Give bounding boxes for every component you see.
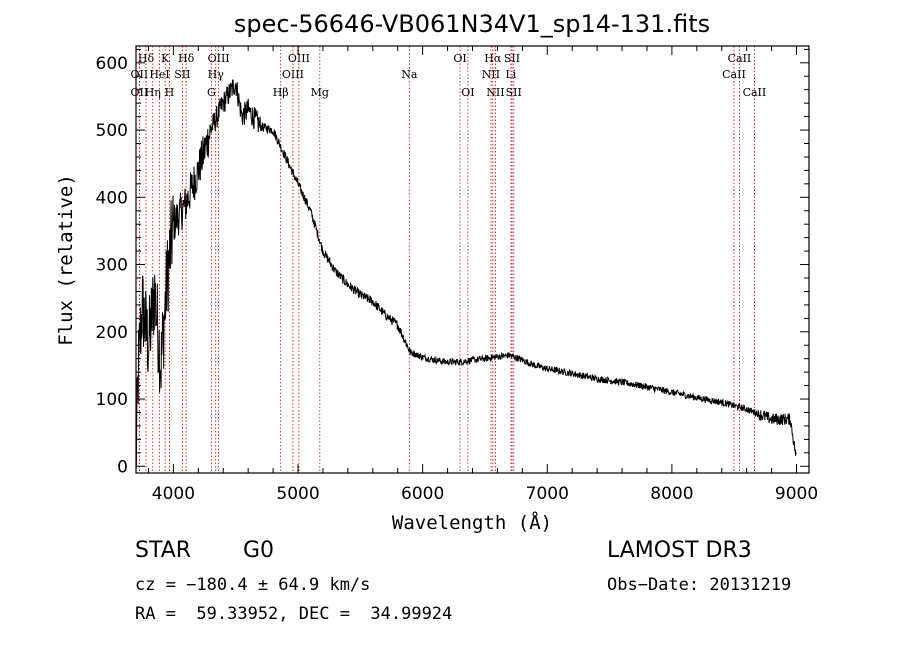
spectral-line-label: HeI (149, 68, 169, 81)
y-axis-label: Flux (relative) (55, 174, 77, 346)
y-tick-label: 100 (96, 390, 128, 410)
y-tick-label: 600 (96, 54, 128, 74)
redshift-velocity: cz = −180.4 ± 64.9 km/s (135, 575, 371, 595)
object-subclass: G0 (243, 538, 275, 563)
x-tick-label: 5000 (276, 484, 319, 504)
spectral-line-label: Hη (145, 86, 161, 99)
spectral-line-label: CaII (728, 52, 752, 65)
spectral-line-label: SII (506, 86, 522, 99)
y-tick-label: 200 (96, 323, 128, 343)
y-tick-label: 0 (117, 457, 128, 477)
spectral-line-label: Hγ (208, 68, 225, 81)
spectral-line-label: Hβ (273, 86, 289, 99)
axis-ticks-layer: 4000 5000 6000 7000 8000 9000 0 100 200 300 400 500… (96, 46, 818, 504)
spectral-line-label: SII (174, 68, 190, 81)
spectral-line-label: OI (461, 86, 474, 99)
spectrum-layer (135, 78, 797, 469)
x-tick-label: 9000 (775, 484, 818, 504)
spectral-line-label: Hδ (178, 52, 195, 65)
x-tick-label: 6000 (401, 484, 444, 504)
spectral-line-label: G (207, 86, 216, 99)
spectral-line-label: Li (505, 68, 516, 81)
spectral-line-label: OIII (282, 68, 304, 81)
x-tick-label: 7000 (526, 484, 569, 504)
spectral-line-label: OII (131, 86, 149, 99)
spectral-line-label: NII (482, 68, 500, 81)
x-tick-label: 4000 (152, 484, 195, 504)
spectrum-series-line (135, 78, 797, 469)
spectral-line-label: OIII (288, 52, 310, 65)
survey-name: LAMOST DR3 (607, 538, 752, 563)
spectral-line-label: Na (401, 68, 418, 81)
coordinates: RA = 59.33952, DEC = 34.99924 (135, 604, 453, 624)
observation-date: Obs−Date: 20131219 (607, 575, 792, 595)
x-axis-label: Wavelength (Å) (392, 511, 552, 534)
spectral-line-label: OI (453, 52, 466, 65)
spectral-line-label: CaII (722, 68, 746, 81)
x-tick-label: 8000 (650, 484, 693, 504)
spectral-line-label: Hδ (138, 52, 155, 65)
spectral-line-label: NII (486, 86, 504, 99)
spectral-line-label: OIII (208, 52, 230, 65)
y-tick-label: 500 (96, 121, 128, 141)
spectral-line-label: H (165, 86, 175, 99)
chart-title: spec-56646-VB061N34V1_sp14-131.fits (234, 10, 710, 38)
spectral-line-label: Mg (311, 86, 329, 99)
spectral-line-label: K (161, 52, 170, 65)
spectral-line-label: CaII (743, 86, 767, 99)
object-class: STAR (135, 538, 192, 563)
y-tick-label: 400 (96, 188, 128, 208)
spectral-line-label: Hα (484, 52, 502, 65)
spectral-line-label: SII (504, 52, 520, 65)
y-tick-label: 300 (96, 256, 128, 276)
plot-frame (135, 45, 810, 474)
